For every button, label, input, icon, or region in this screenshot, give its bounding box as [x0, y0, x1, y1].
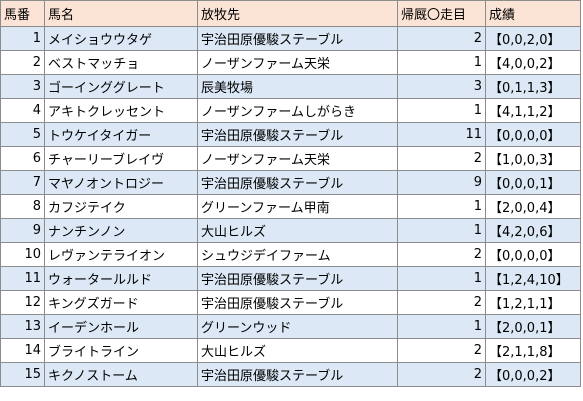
cell-farm: 宇治田原優駿ステーブル — [197, 170, 398, 195]
table-row: 10 レヴァンテライオン シュウジデイファーム 2 【0,0,0,0】 — [0, 242, 581, 267]
cell-horse-name: キクノストーム — [44, 362, 198, 387]
cell-farm: 宇治田原優駿ステーブル — [197, 266, 398, 291]
cell-result: 【0,0,0,2】 — [485, 362, 581, 387]
cell-number: 6 — [0, 146, 45, 171]
horse-table: 馬番 馬名 放牧先 帰厩〇走目 成績 1 メイショウウタゲ 宇治田原優駿ステーブ… — [0, 0, 581, 387]
cell-number: 8 — [0, 194, 45, 219]
cell-number: 12 — [0, 290, 45, 315]
cell-runs: 9 — [397, 170, 486, 195]
table-row: 13 イーデンホール グリーンウッド 1 【2,0,0,1】 — [0, 314, 581, 339]
cell-horse-name: ナンチンノン — [44, 218, 198, 243]
cell-result: 【0,1,1,3】 — [485, 74, 581, 99]
cell-horse-name: レヴァンテライオン — [44, 242, 198, 267]
cell-result: 【4,2,0,6】 — [485, 218, 581, 243]
cell-farm: ノーザンファームしがらき — [197, 98, 398, 123]
cell-horse-name: チャーリーブレイヴ — [44, 146, 198, 171]
header-number: 馬番 — [0, 0, 45, 27]
table-row: 5 トウケイタイガー 宇治田原優駿ステーブル 11 【0,0,0,0】 — [0, 122, 581, 147]
cell-farm: ノーザンファーム天栄 — [197, 146, 398, 171]
table-row: 8 カフジテイク グリーンファーム甲南 1 【2,0,0,4】 — [0, 194, 581, 219]
table-row: 6 チャーリーブレイヴ ノーザンファーム天栄 2 【1,0,0,3】 — [0, 146, 581, 171]
table-row: 4 アキトクレッセント ノーザンファームしがらき 1 【4,1,1,2】 — [0, 98, 581, 123]
cell-runs: 2 — [397, 146, 486, 171]
cell-number: 1 — [0, 26, 45, 51]
cell-number: 9 — [0, 218, 45, 243]
cell-result: 【1,2,4,10】 — [485, 266, 581, 291]
cell-runs: 2 — [397, 242, 486, 267]
header-row: 馬番 馬名 放牧先 帰厩〇走目 成績 — [0, 0, 581, 27]
cell-horse-name: トウケイタイガー — [44, 122, 198, 147]
cell-horse-name: ベストマッチョ — [44, 50, 198, 75]
cell-farm: 宇治田原優駿ステーブル — [197, 26, 398, 51]
cell-number: 15 — [0, 362, 45, 387]
cell-result: 【0,0,0,0】 — [485, 122, 581, 147]
header-farm: 放牧先 — [197, 0, 398, 27]
cell-runs: 2 — [397, 362, 486, 387]
cell-result: 【2,0,0,1】 — [485, 314, 581, 339]
table-row: 3 ゴーインググレート 辰美牧場 3 【0,1,1,3】 — [0, 74, 581, 99]
cell-result: 【2,1,1,8】 — [485, 338, 581, 363]
cell-result: 【4,1,1,2】 — [485, 98, 581, 123]
cell-farm: 宇治田原優駿ステーブル — [197, 122, 398, 147]
cell-runs: 1 — [397, 50, 486, 75]
cell-horse-name: キングズガード — [44, 290, 198, 315]
cell-horse-name: ゴーインググレート — [44, 74, 198, 99]
cell-farm: ノーザンファーム天栄 — [197, 50, 398, 75]
cell-farm: 大山ヒルズ — [197, 218, 398, 243]
cell-number: 7 — [0, 170, 45, 195]
cell-runs: 1 — [397, 266, 486, 291]
cell-runs: 2 — [397, 290, 486, 315]
table-row: 14 ブライトライン 大山ヒルズ 2 【2,1,1,8】 — [0, 338, 581, 363]
cell-result: 【2,0,0,4】 — [485, 194, 581, 219]
cell-farm: 辰美牧場 — [197, 74, 398, 99]
cell-number: 5 — [0, 122, 45, 147]
cell-horse-name: メイショウウタゲ — [44, 26, 198, 51]
cell-horse-name: カフジテイク — [44, 194, 198, 219]
cell-result: 【0,0,2,0】 — [485, 26, 581, 51]
cell-number: 2 — [0, 50, 45, 75]
cell-runs: 1 — [397, 98, 486, 123]
cell-result: 【0,0,0,1】 — [485, 170, 581, 195]
table-row: 9 ナンチンノン 大山ヒルズ 1 【4,2,0,6】 — [0, 218, 581, 243]
cell-horse-name: マヤノオントロジー — [44, 170, 198, 195]
cell-runs: 2 — [397, 338, 486, 363]
cell-horse-name: イーデンホール — [44, 314, 198, 339]
cell-number: 11 — [0, 266, 45, 291]
cell-runs: 11 — [397, 122, 486, 147]
cell-number: 3 — [0, 74, 45, 99]
cell-horse-name: アキトクレッセント — [44, 98, 198, 123]
cell-result: 【4,0,0,2】 — [485, 50, 581, 75]
cell-runs: 1 — [397, 314, 486, 339]
table-row: 7 マヤノオントロジー 宇治田原優駿ステーブル 9 【0,0,0,1】 — [0, 170, 581, 195]
cell-farm: グリーンウッド — [197, 314, 398, 339]
cell-number: 13 — [0, 314, 45, 339]
cell-result: 【1,2,1,1】 — [485, 290, 581, 315]
table-row: 11 ウォータールルド 宇治田原優駿ステーブル 1 【1,2,4,10】 — [0, 266, 581, 291]
table-row: 1 メイショウウタゲ 宇治田原優駿ステーブル 2 【0,0,2,0】 — [0, 26, 581, 51]
cell-number: 10 — [0, 242, 45, 267]
cell-farm: シュウジデイファーム — [197, 242, 398, 267]
table-row: 15 キクノストーム 宇治田原優駿ステーブル 2 【0,0,0,2】 — [0, 362, 581, 387]
cell-number: 4 — [0, 98, 45, 123]
cell-result: 【0,0,0,0】 — [485, 242, 581, 267]
header-runs: 帰厩〇走目 — [397, 0, 486, 27]
cell-result: 【1,0,0,3】 — [485, 146, 581, 171]
header-result: 成績 — [485, 0, 581, 27]
cell-runs: 1 — [397, 194, 486, 219]
cell-runs: 3 — [397, 74, 486, 99]
table-row: 2 ベストマッチョ ノーザンファーム天栄 1 【4,0,0,2】 — [0, 50, 581, 75]
header-horse-name: 馬名 — [44, 0, 198, 27]
cell-horse-name: ウォータールルド — [44, 266, 198, 291]
cell-runs: 2 — [397, 26, 486, 51]
cell-farm: 宇治田原優駿ステーブル — [197, 290, 398, 315]
cell-farm: グリーンファーム甲南 — [197, 194, 398, 219]
cell-farm: 大山ヒルズ — [197, 338, 398, 363]
table-row: 12 キングズガード 宇治田原優駿ステーブル 2 【1,2,1,1】 — [0, 290, 581, 315]
cell-farm: 宇治田原優駿ステーブル — [197, 362, 398, 387]
cell-horse-name: ブライトライン — [44, 338, 198, 363]
cell-runs: 1 — [397, 218, 486, 243]
cell-number: 14 — [0, 338, 45, 363]
